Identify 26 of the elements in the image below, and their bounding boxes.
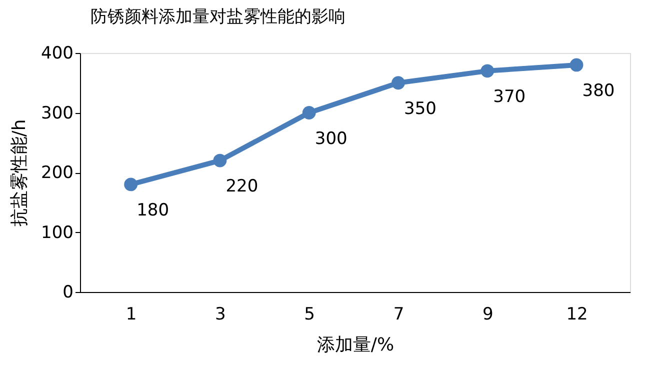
x-tick-label: 9 [482,304,494,324]
data-label: 380 [582,80,615,101]
point [570,58,584,72]
x-tick-label: 5 [304,304,316,324]
data-label: 180 [136,200,170,220]
y-tick-label: 0 [62,282,74,302]
data-label: 370 [493,86,526,107]
x-tick-label: 12 [566,304,588,324]
x-tick-label: 1 [126,304,137,324]
y-tick-label: 300 [41,103,74,124]
point [124,178,138,192]
data-label: 300 [314,128,348,149]
point [480,64,494,78]
y-tick-label: 400 [41,44,74,64]
point [392,76,405,90]
y-tick-label: 200 [41,163,74,183]
point [213,154,227,168]
data-label: 350 [404,98,436,119]
x-axis-title: 添加量/% [316,334,394,356]
x-tick-label: 3 [215,304,226,324]
chart-title: 防锈颜料添加量对盐雾性能的影响 [90,7,346,27]
data-label: 220 [226,176,258,197]
y-tick-label: 100 [41,222,74,243]
y-axis-title: 抗盐雾性能/h [9,119,30,227]
x-tick-label: 7 [393,304,404,324]
point [302,106,316,120]
